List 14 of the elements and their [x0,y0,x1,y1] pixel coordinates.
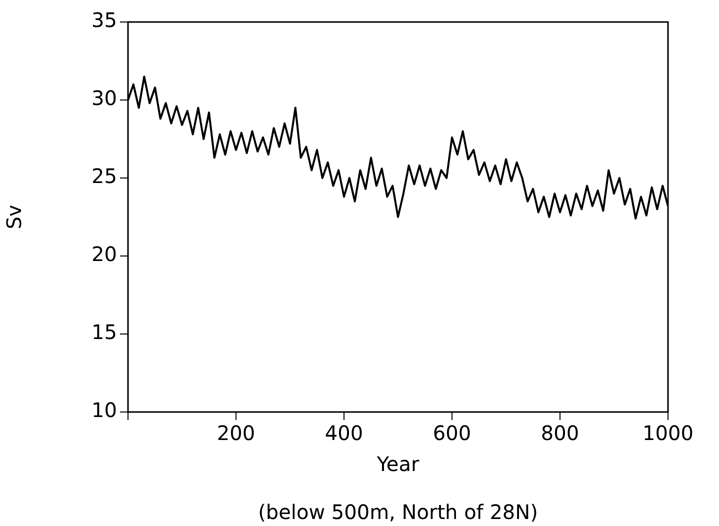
y-tick-label: 35 [92,8,117,32]
y-tick-label: 15 [92,320,117,344]
x-tick-label: 1000 [642,421,694,446]
y-axis-title: Sv [2,204,26,230]
y-tick-label: 25 [92,164,117,188]
x-tick-label: 600 [432,421,472,446]
y-tick-label: 10 [92,398,117,422]
y-tick-label: 30 [92,86,117,110]
text: (below 500m, North of 28N) [258,500,538,524]
x-tick-label: 400 [324,421,364,446]
y-tick-label: 20 [92,242,117,266]
x-tick-label: 200 [216,421,256,446]
x-tick-label: 800 [540,421,580,446]
x-axis-title: Year [376,452,420,476]
